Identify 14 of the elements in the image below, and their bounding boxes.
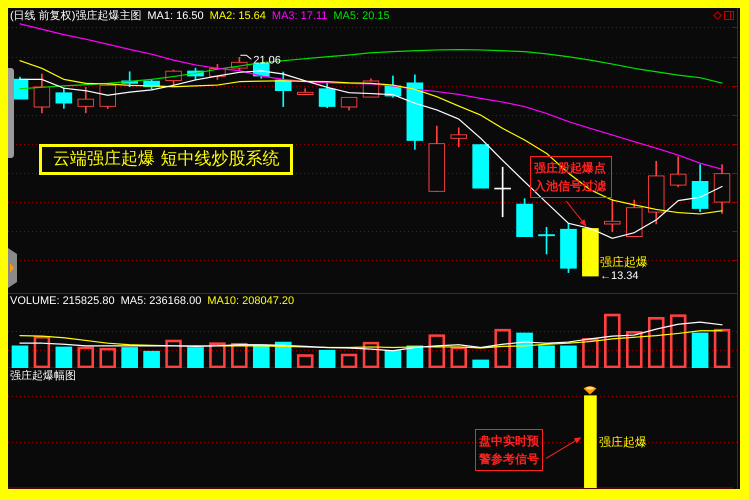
chart-title: (日线 前复权)强庄起爆主图 bbox=[10, 9, 142, 23]
chart-title: 强庄起爆幅图 bbox=[10, 369, 76, 383]
annotation: ←13.34 bbox=[600, 269, 639, 283]
annotation: 盘中实时预警参考信号 bbox=[475, 429, 543, 471]
text: MA1: 16.50 bbox=[147, 9, 204, 23]
text: MA2: 15.64 bbox=[210, 9, 266, 23]
text: MA3: 17.11 bbox=[272, 9, 328, 23]
text: MA5: 20.15 bbox=[333, 9, 390, 23]
annotation: 强庄起爆 bbox=[600, 255, 648, 269]
text: MA5: 236168.00 bbox=[120, 294, 202, 308]
text: MA10: 208047.20 bbox=[207, 294, 294, 308]
annotation: 云端强庄起爆 短中线炒股系统 bbox=[39, 144, 294, 175]
annotation: 强庄起爆 bbox=[599, 435, 647, 449]
chart-title: VOLUME: 215825.80 bbox=[10, 294, 115, 308]
